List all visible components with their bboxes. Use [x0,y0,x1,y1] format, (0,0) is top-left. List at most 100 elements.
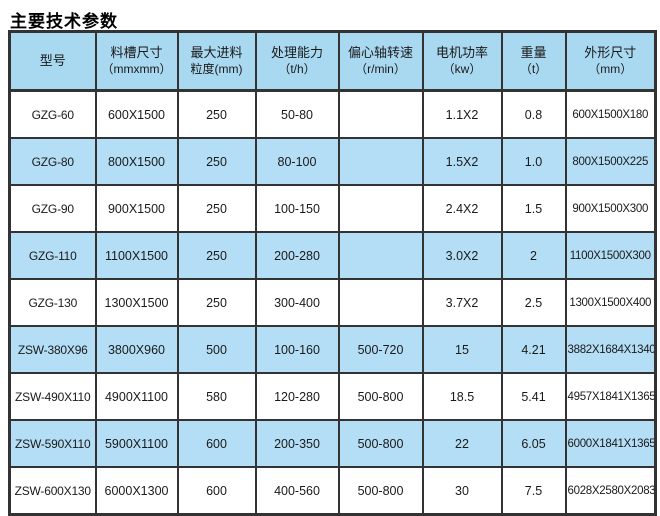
column-header-label: 型号 [39,52,66,68]
column-header-unit: 粒度(mm) [190,61,243,76]
table-cell: 500-720 [337,325,424,374]
column-header: 料槽尺寸 （mmxmm） [94,30,179,92]
column-header: 重量 （t） [500,30,567,92]
column-header-label: 偏心轴转速 [347,45,413,61]
table-cell: 500-800 [337,419,424,468]
header-row: 型号 料槽尺寸 （mmxmm） 最大进料 粒度(mm) 处理能力 （t/h） 偏心轴转速 （r/… [8,30,657,92]
table-cell: 0.8 [500,89,567,139]
table-cell: 5.41 [500,372,567,421]
table-cell: 250 [176,278,257,327]
table-cell: 600X1500X180 [564,89,657,139]
column-header-unit: （mm） [588,61,633,76]
table-cell: 2.4X2 [421,184,503,233]
table-cell: 15 [421,325,503,374]
table-cell: GZG-80 [8,137,97,186]
table-cell: GZG-60 [8,89,97,139]
table-cell: 5900X1100 [94,419,179,468]
table-row: GZG-110 1100X1500 250 200-280 3.0X2 2 1100X150… [8,231,657,280]
column-header: 处理能力 （t/h） [254,30,340,92]
table-cell: 3882X1684X1340 [564,325,657,374]
table-cell: 1.5X2 [421,137,503,186]
table-cell: 30 [421,466,503,516]
table-cell [337,89,424,139]
table-cell: ZSW-600X130 [8,466,97,516]
table-row: ZSW-380X96 3800X960 500 100-160 500-720 15 4.2… [8,325,657,374]
table-cell: 500-800 [337,372,424,421]
table-cell: 1.1X2 [421,89,503,139]
table-cell: ZSW-380X96 [8,325,97,374]
table-cell: 6028X2580X2083 [564,466,657,516]
table-cell [337,137,424,186]
column-header-label: 最大进料 [190,45,243,61]
table-cell: 2.5 [500,278,567,327]
table-cell: 250 [176,89,257,139]
column-header-unit: （t/h） [278,61,316,76]
column-header-label: 处理能力 [270,45,323,61]
column-header-unit: （t） [519,61,548,76]
column-header-label: 料槽尺寸 [110,45,163,61]
column-header: 偏心轴转速 （r/min） [337,30,424,92]
column-header: 外形尺寸 （mm） [564,30,657,92]
table-cell: 500 [176,325,257,374]
column-header-unit: （mmxmm） [101,61,172,76]
table-cell: GZG-130 [8,278,97,327]
table-row: GZG-130 1300X1500 250 300-400 3.7X2 2.5 1300X1… [8,278,657,327]
table-row: GZG-60 600X1500 250 50-80 1.1X2 0.8 600X1500X1… [8,89,657,139]
table-cell: 100-150 [254,184,340,233]
table-cell: 50-80 [254,89,340,139]
table-cell: 580 [176,372,257,421]
table-cell: 80-100 [254,137,340,186]
column-header-label: 电机功率 [435,45,488,61]
column-header: 型号 [8,30,97,92]
column-header-label: 外形尺寸 [584,45,637,61]
table-cell [337,184,424,233]
page-title: 主要技术参数 [10,12,118,31]
table-cell: 600 [176,419,257,468]
table-row: ZSW-600X130 6000X1300 600 400-560 500-800 30 7… [8,466,657,516]
table-cell: 120-280 [254,372,340,421]
table-row: ZSW-590X110 5900X1100 600 200-350 500-800 22 6… [8,419,657,468]
table-cell: 250 [176,184,257,233]
table-cell: 6.05 [500,419,567,468]
table-cell: 2 [500,231,567,280]
table-cell: 3.0X2 [421,231,503,280]
column-header-unit: （kw） [442,61,482,76]
table-cell: 4900X1100 [94,372,179,421]
table-cell: 900X1500X300 [564,184,657,233]
table-cell: 7.5 [500,466,567,516]
table-row: ZSW-490X110 4900X1100 580 120-280 500-800 18.… [8,372,657,421]
table-cell: GZG-90 [8,184,97,233]
table-cell: 1300X1500X400 [564,278,657,327]
table-header: 型号 料槽尺寸 （mmxmm） 最大进料 粒度(mm) 处理能力 （t/h） 偏心轴转速 （r/… [8,30,657,92]
table-cell: 1.0 [500,137,567,186]
table-cell: 1300X1500 [94,278,179,327]
table-cell: 300-400 [254,278,340,327]
table-cell: 6000X1841X1365 [564,419,657,468]
table-cell: 250 [176,137,257,186]
table-cell: GZG-110 [8,231,97,280]
table-cell: 100-160 [254,325,340,374]
table-row: GZG-80 800X1500 250 80-100 1.5X2 1.0 800X1500X… [8,137,657,186]
table-cell: 400-560 [254,466,340,516]
parameters-table: 型号 料槽尺寸 （mmxmm） 最大进料 粒度(mm) 处理能力 （t/h） 偏心轴转速 （r/… [8,30,657,516]
table-body: GZG-60 600X1500 250 50-80 1.1X2 0.8 600X1500X1… [8,89,657,516]
table-cell: 1100X1500 [94,231,179,280]
table-cell: 4.21 [500,325,567,374]
table-cell: 600X1500 [94,89,179,139]
table-cell: 22 [421,419,503,468]
table-cell: 18.5 [421,372,503,421]
table-cell [337,231,424,280]
table-row: GZG-90 900X1500 250 100-150 2.4X2 1.5 900X1500… [8,184,657,233]
table-cell: 500-800 [337,466,424,516]
table-cell: ZSW-590X110 [8,419,97,468]
table-cell: ZSW-490X110 [8,372,97,421]
table-cell [337,278,424,327]
table-cell: 1100X1500X300 [564,231,657,280]
table-cell: 800X1500 [94,137,179,186]
table-cell: 3800X960 [94,325,179,374]
column-header: 电机功率 （kw） [421,30,503,92]
table-cell: 800X1500X225 [564,137,657,186]
table-cell: 600 [176,466,257,516]
column-header: 最大进料 粒度(mm) [176,30,257,92]
table-cell: 1.5 [500,184,567,233]
